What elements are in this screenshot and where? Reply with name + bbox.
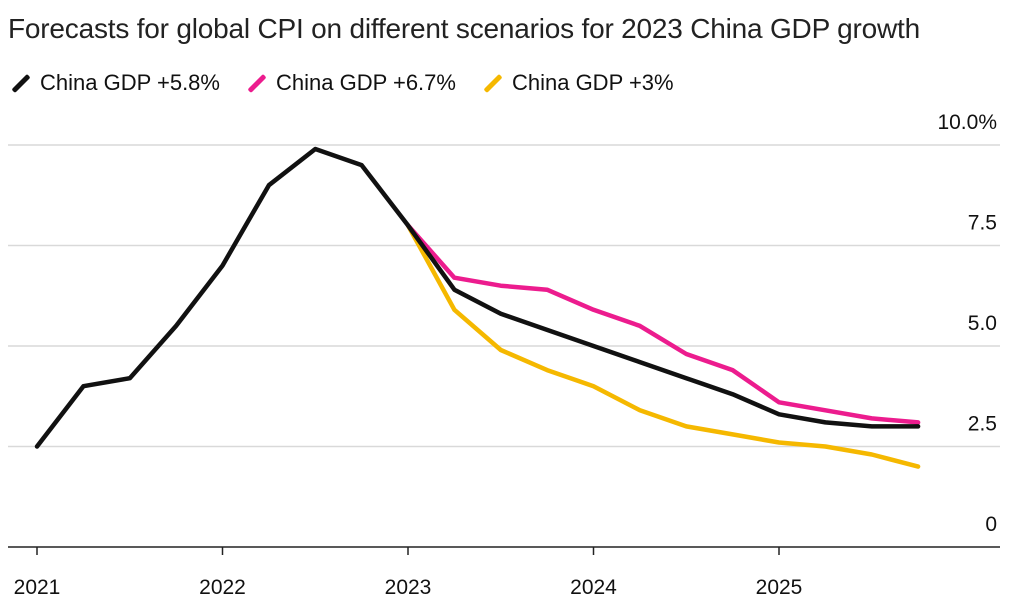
legend-item-china-gdp-6-7: China GDP +6.7% bbox=[246, 70, 456, 96]
legend-item-china-gdp-5-8: China GDP +5.8% bbox=[10, 70, 220, 96]
series-line-0 bbox=[34, 146, 921, 449]
legend: China GDP +5.8% China GDP +6.7% China GD… bbox=[10, 66, 700, 100]
x-tick-label: 2021 bbox=[14, 576, 61, 599]
y-tick-label: 10.0% bbox=[937, 111, 997, 134]
y-tick-label: 7.5 bbox=[968, 212, 997, 235]
legend-label: China GDP +5.8% bbox=[40, 70, 220, 95]
x-tick-label: 2025 bbox=[756, 576, 803, 599]
legend-label: China GDP +6.7% bbox=[275, 70, 456, 95]
series-lines bbox=[34, 146, 921, 469]
series-line-1 bbox=[405, 223, 921, 425]
x-tick-label: 2024 bbox=[570, 576, 617, 599]
y-tick-label: 0 bbox=[985, 513, 997, 536]
x-tick-label: 2022 bbox=[199, 576, 246, 599]
y-tick-label: 2.5 bbox=[968, 413, 997, 436]
series-line-2 bbox=[405, 223, 921, 469]
x-axis bbox=[8, 546, 1000, 555]
legend-item-china-gdp-3: China GDP +3% bbox=[482, 70, 674, 96]
gridlines bbox=[8, 144, 1000, 448]
x-tick-label: 2023 bbox=[385, 576, 432, 599]
legend-label: China GDP +3% bbox=[511, 70, 674, 95]
y-tick-label: 5.0 bbox=[968, 312, 997, 335]
y-axis-labels: 0 2.5 5.0 7.5 10.0% bbox=[937, 111, 997, 536]
chart-title: Forecasts for global CPI on different sc… bbox=[8, 13, 920, 44]
x-axis-labels: 2021 2022 2023 2024 2025 bbox=[14, 576, 803, 599]
